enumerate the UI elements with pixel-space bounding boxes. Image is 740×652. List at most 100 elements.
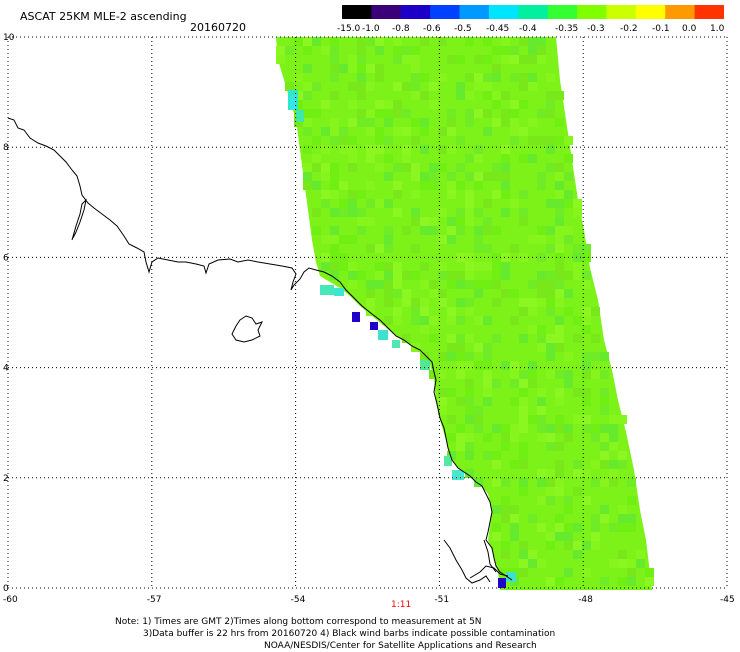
swath-cell-special: [378, 330, 388, 340]
swath-cell: [384, 235, 393, 244]
swath-cell: [402, 163, 411, 172]
swath-cell: [357, 37, 366, 46]
swath-cell: [429, 172, 438, 181]
swath-cell: [393, 280, 402, 289]
swath-cell: [519, 370, 528, 379]
swath-cell: [501, 181, 510, 190]
swath-cell: [519, 334, 528, 343]
swath-cell: [510, 361, 519, 370]
swath-cell: [555, 253, 564, 262]
swath-cell: [582, 280, 591, 289]
swath-cell: [402, 154, 411, 163]
swath-cell: [375, 73, 384, 82]
swath-cell: [627, 514, 636, 523]
swath-cell: [555, 316, 564, 325]
swath-cell: [600, 406, 609, 415]
swath-cell: [573, 334, 582, 343]
swath-cell: [591, 523, 600, 532]
swath-cell: [321, 172, 330, 181]
swath-cell: [546, 244, 555, 253]
colorbar: [342, 5, 724, 19]
swath-cell: [555, 460, 564, 469]
swath-cell: [465, 154, 474, 163]
swath-cell: [510, 289, 519, 298]
swath-cell: [429, 100, 438, 109]
swath-cell: [537, 496, 546, 505]
swath-cell: [564, 370, 573, 379]
swath-cell: [501, 478, 510, 487]
swath-cell: [492, 190, 501, 199]
swath-cell: [420, 226, 429, 235]
swath-cell: [645, 568, 654, 577]
swath-cell: [375, 46, 384, 55]
swath-cell: [411, 172, 420, 181]
swath-cell: [429, 280, 438, 289]
swath-cell: [429, 163, 438, 172]
swath-cell: [312, 181, 321, 190]
colorbar-label: -0.5: [454, 24, 472, 34]
swath-cell: [465, 307, 474, 316]
swath-cell: [393, 289, 402, 298]
swath-cell: [591, 478, 600, 487]
swath-cell: [366, 244, 375, 253]
swath-cell: [330, 127, 339, 136]
swath-cell: [393, 190, 402, 199]
swath-cell: [492, 280, 501, 289]
swath-cell: [627, 496, 636, 505]
swath-cell: [447, 343, 456, 352]
swath-cell: [501, 253, 510, 262]
swath-cell: [537, 109, 546, 118]
swath-cell: [465, 109, 474, 118]
swath-cell: [510, 424, 519, 433]
swath-cell: [510, 244, 519, 253]
swath-cell: [564, 307, 573, 316]
swath-cell: [492, 172, 501, 181]
swath-cell-special: [296, 110, 304, 122]
swath-cell: [519, 298, 528, 307]
swath-cell: [393, 100, 402, 109]
swath-cell: [546, 163, 555, 172]
swath-cell: [528, 118, 537, 127]
swath-cell: [546, 280, 555, 289]
swath-cell: [474, 208, 483, 217]
y-tick-label: 4: [3, 364, 9, 374]
swath-cell: [573, 271, 582, 280]
swath-cell: [564, 352, 573, 361]
swath-cell: [474, 82, 483, 91]
swath-cell: [402, 55, 411, 64]
coastline: [7, 117, 513, 584]
swath-cell: [456, 361, 465, 370]
swath-cell: [609, 424, 618, 433]
swath-cell: [618, 550, 627, 559]
swath-cell: [321, 100, 330, 109]
swath-cell-special: [290, 96, 296, 110]
swath-cell: [537, 136, 546, 145]
swath-cell: [609, 460, 618, 469]
swath-cell: [501, 163, 510, 172]
swath-cell: [456, 136, 465, 145]
swath-cell: [375, 145, 384, 154]
swath-cell: [564, 235, 573, 244]
swath-cell: [483, 217, 492, 226]
swath-cell-special: [444, 456, 452, 466]
swath-cell: [447, 271, 456, 280]
swath-cell: [357, 208, 366, 217]
swath-cell: [303, 82, 312, 91]
swath-cell: [447, 181, 456, 190]
swath-cell: [411, 118, 420, 127]
swath-cell: [519, 127, 528, 136]
swath-cell: [294, 118, 303, 127]
swath-cell: [609, 523, 618, 532]
swath-cell: [519, 253, 528, 262]
overpass-time-label: 1:11: [391, 600, 412, 610]
swath-cell: [312, 163, 321, 172]
colorbar-label: -0.6: [423, 24, 441, 34]
swath-cell: [609, 478, 618, 487]
colorbar-label: -0.1: [652, 24, 670, 34]
swath-cell: [555, 370, 564, 379]
swath-cell: [582, 361, 591, 370]
swath-cell: [501, 118, 510, 127]
swath-cell: [420, 181, 429, 190]
swath-cell: [546, 370, 555, 379]
swath-cell: [501, 109, 510, 118]
